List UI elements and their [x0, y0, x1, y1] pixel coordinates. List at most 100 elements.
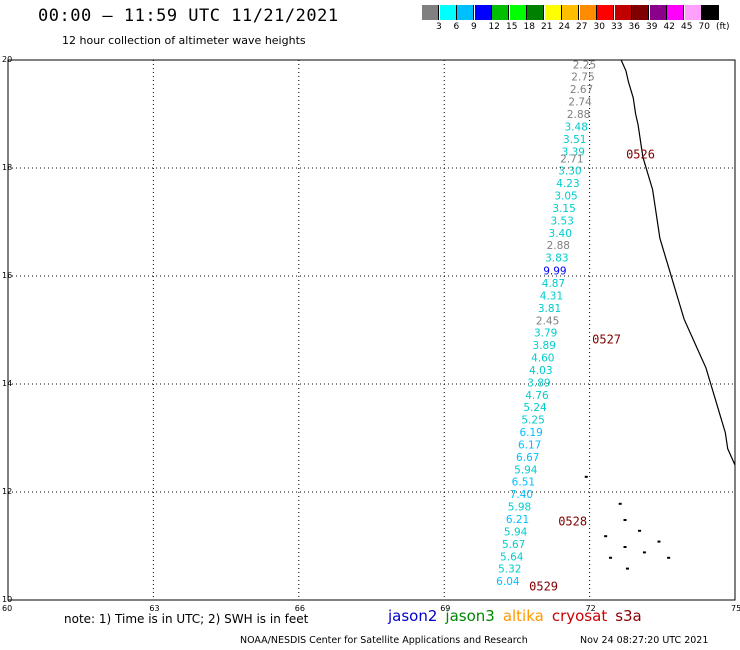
- legend-swatch: [544, 5, 562, 20]
- wave-height-label: 4.76: [525, 390, 549, 402]
- legend-label: 36: [628, 22, 640, 32]
- map-subtitle: 12 hour collection of altimeter wave hei…: [62, 34, 306, 47]
- island: [618, 502, 622, 505]
- wave-height-label: 2.25: [573, 59, 596, 71]
- wave-height-label: 2.88: [547, 240, 570, 252]
- legend-swatch: [649, 5, 667, 20]
- map-title: 00:00 – 11:59 UTC 11/21/2021: [38, 6, 339, 26]
- island: [623, 519, 627, 521]
- wave-height-label: 4.31: [540, 290, 563, 302]
- legend-label: 15: [506, 22, 518, 32]
- wave-height-label: 7.40: [510, 489, 533, 501]
- map-frame: [7, 59, 736, 601]
- lon-tick-label: 69: [440, 604, 450, 613]
- legend-swatch: [422, 5, 439, 20]
- legend-label: 9: [471, 22, 477, 32]
- legend-label: 45: [681, 22, 693, 32]
- legend-swatch: [684, 5, 702, 20]
- wave-height-label: 3.51: [563, 134, 586, 146]
- wave-height-values: 2.252.752.672.742.883.483.513.392.713.30…: [496, 59, 596, 588]
- credit-line: NOAA/NESDIS Center for Satellite Applica…: [240, 635, 528, 646]
- island: [638, 529, 642, 532]
- legend-swatch: [492, 5, 509, 20]
- wave-height-label: 6.51: [512, 477, 535, 489]
- wave-height-label: 5.25: [521, 415, 544, 427]
- lon-tick-label: 75: [731, 604, 740, 613]
- wave-height-label: 3.30: [558, 166, 581, 178]
- satellite-name: cryosat: [551, 607, 608, 625]
- island: [623, 546, 627, 548]
- legend-swatch: [562, 5, 579, 20]
- satellite-name: jason2: [388, 607, 438, 625]
- legend-swatch: [509, 5, 527, 20]
- wave-height-label: 3.81: [538, 303, 561, 315]
- lat-tick-label: 18: [2, 163, 12, 172]
- coastline: [584, 59, 736, 570]
- legend-label: 18: [523, 22, 535, 32]
- wave-height-label: 6.67: [516, 452, 539, 464]
- footnote: note: 1) Time is in UTC; 2) SWH is in fe…: [64, 612, 309, 626]
- island: [667, 556, 671, 559]
- satellite-name: altika: [502, 607, 544, 625]
- wave-height-label: 3.89: [533, 340, 556, 352]
- legend-swatch: [597, 5, 614, 20]
- wave-height-label: 4.87: [542, 278, 565, 290]
- wave-height-label: 2.71: [560, 153, 583, 165]
- lat-tick-label: 20: [2, 55, 12, 64]
- legend-swatch: [614, 5, 632, 20]
- legend-label: 30: [593, 22, 605, 32]
- wave-height-label: 2.88: [567, 109, 590, 121]
- wave-height-label: 4.03: [529, 365, 552, 377]
- wave-height-label: 2.67: [570, 84, 593, 96]
- wave-height-label: 2.45: [536, 315, 559, 327]
- legend-swatch: [667, 5, 684, 20]
- legend-label: 6: [453, 22, 460, 32]
- legend-label: 3: [436, 22, 442, 32]
- wave-height-label: 5.98: [508, 502, 531, 514]
- legend-swatch: [439, 5, 457, 20]
- pass-labels: 0526 0527 0528 0529: [529, 148, 655, 594]
- wave-height-label: 6.21: [506, 514, 529, 526]
- wave-height-label: 2.75: [571, 72, 594, 84]
- island: [625, 567, 629, 570]
- satellite-legend: jason2 jason3 altika cryosat s3a: [388, 607, 650, 625]
- lon-tick-label: 66: [295, 604, 305, 613]
- generated-timestamp: Nov 24 08:27:20 UTC 2021: [580, 635, 709, 646]
- island: [608, 556, 612, 559]
- wave-height-label: 3.53: [550, 215, 573, 227]
- legend-label: 24: [558, 22, 570, 32]
- legend-swatch: [457, 5, 474, 20]
- legend-label: 39: [646, 22, 658, 32]
- legend-swatch: [474, 5, 492, 20]
- legend-label: 33: [611, 22, 623, 32]
- legend-label: 21: [541, 22, 553, 32]
- island: [584, 475, 588, 478]
- wave-height-label: 9.99: [543, 266, 566, 278]
- pass-time-label: 0527: [592, 333, 621, 347]
- legend-swatch: [579, 5, 597, 20]
- legend-label: (ft): [716, 22, 730, 32]
- wave-height-label: 2.74: [568, 97, 592, 109]
- wave-height-label: 5.32: [498, 564, 521, 576]
- lon-tick-label: 60: [2, 604, 12, 613]
- legend-label: 12: [488, 22, 500, 32]
- island: [604, 535, 608, 538]
- pass-time-label: 0529: [529, 580, 558, 594]
- wave-height-label: 4.60: [531, 353, 554, 365]
- wave-height-label: 3.39: [562, 146, 585, 158]
- lat-tick-label: 12: [2, 487, 12, 496]
- wave-height-label: 5.94: [504, 526, 528, 538]
- satellite-name: jason3: [445, 607, 495, 625]
- wave-height-label: 6.04: [496, 576, 520, 588]
- legend-label: 27: [576, 22, 588, 32]
- wave-height-label: 3.79: [534, 328, 557, 340]
- island: [642, 551, 646, 554]
- lon-tick-label: 63: [149, 604, 159, 613]
- wave-height-label: 6.19: [519, 427, 542, 439]
- pass-time-label: 0526: [626, 148, 655, 162]
- legend-label: 42: [663, 22, 675, 32]
- legend-swatch: [702, 5, 719, 20]
- wave-height-label: 5.64: [500, 551, 524, 563]
- wave-height-label: 6.17: [518, 439, 541, 451]
